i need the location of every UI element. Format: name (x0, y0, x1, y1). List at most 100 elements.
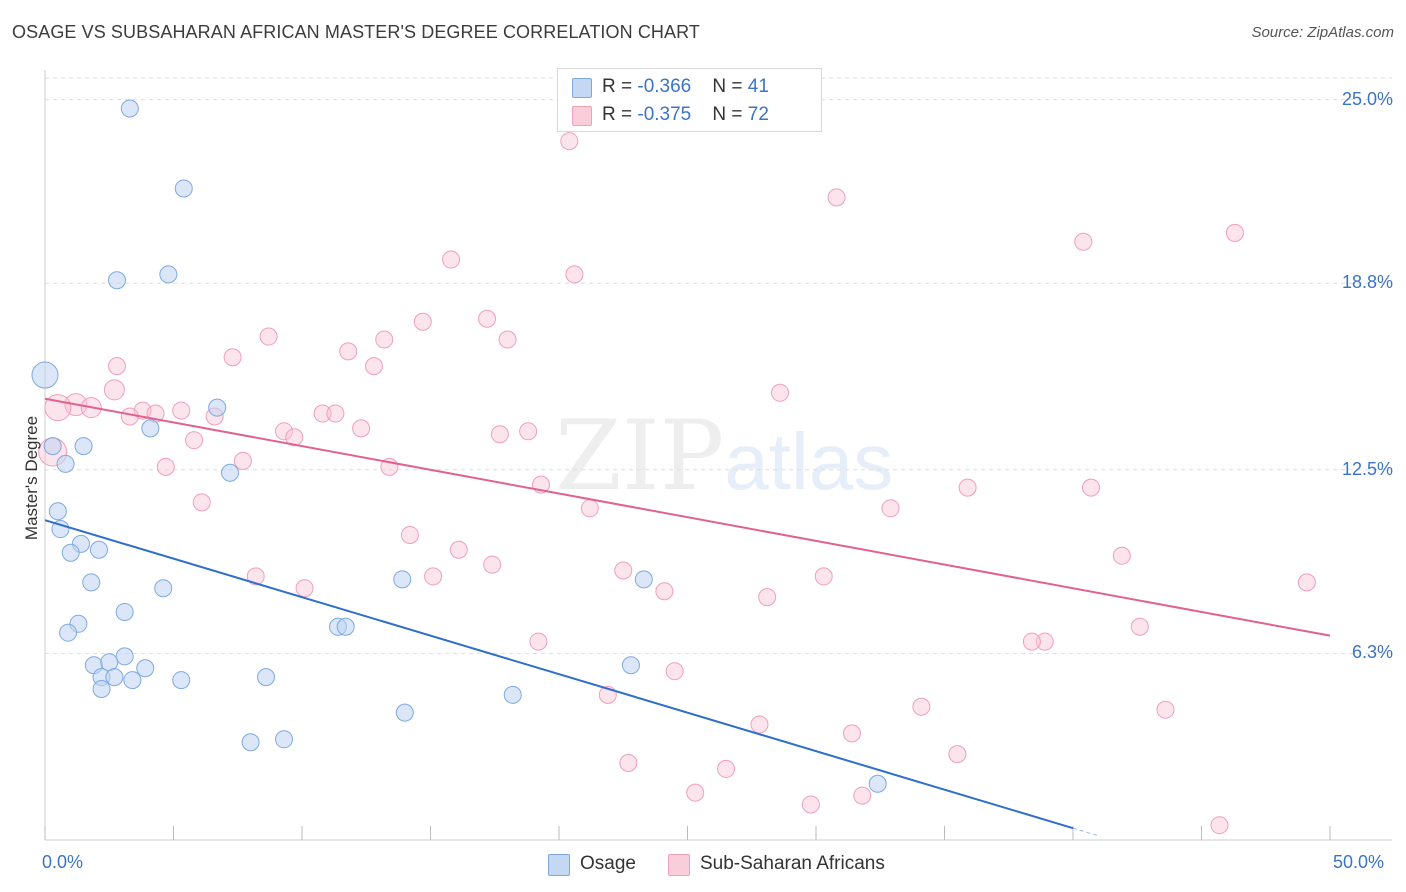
osage-point (43, 437, 62, 456)
ssa-point (313, 404, 332, 423)
x-tick-label-min: 0.0% (42, 852, 84, 872)
osage-point (115, 647, 134, 666)
ssa-point (655, 582, 674, 601)
ssa-point (326, 404, 345, 423)
ssa-point (881, 499, 900, 518)
osage-point (241, 733, 260, 752)
grid-lines (45, 77, 1392, 654)
ssa-point (285, 428, 304, 447)
osage-point (154, 579, 173, 598)
osage-point (221, 463, 240, 482)
stats-legend: R = -0.366 N = 41 R = -0.375 N = 72 (557, 68, 822, 132)
osage-legend-label: Osage (580, 853, 636, 874)
n-label: N = (712, 76, 748, 97)
ssa-point (483, 555, 502, 574)
osage-point (174, 179, 193, 198)
ssa-point (192, 493, 211, 512)
ssa-point (1074, 232, 1093, 251)
osage-point (51, 520, 70, 539)
ssa-point (259, 327, 278, 346)
ssa-point (1130, 617, 1149, 636)
ssa-point (375, 330, 394, 349)
osage-point (89, 540, 108, 559)
n-label: N = (712, 104, 748, 125)
ssa-point (958, 478, 977, 497)
ssa-point (1156, 700, 1175, 719)
y-axis-title: Master's Degree (2, 380, 62, 580)
ssa-point (44, 394, 72, 422)
ssa-point (1022, 632, 1041, 651)
ssa-legend-swatch (668, 854, 690, 876)
ssa-point (912, 697, 931, 716)
ssa-point (275, 422, 294, 441)
ssa-point (352, 419, 371, 438)
ssa-point (948, 745, 967, 764)
legend-row-ssa: R = -0.375 N = 72 (558, 101, 821, 129)
ssa-point (1210, 816, 1229, 835)
ssa-point (717, 759, 736, 778)
ssa-point (619, 754, 638, 772)
ssa-point (490, 425, 509, 444)
ssa-point (233, 451, 252, 470)
ssa-swatch (572, 106, 592, 126)
ssa-point (665, 662, 684, 681)
x-tick-label-max: 50.0% (1333, 852, 1385, 872)
ssa-point (103, 379, 125, 401)
osage-point (395, 703, 414, 722)
ssa-point (801, 795, 820, 814)
osage-point (275, 730, 294, 749)
ssa-point (223, 348, 242, 367)
r-label: R = (602, 76, 638, 97)
osage-point (115, 602, 134, 621)
source-label: Source: ZipAtlas.com (1251, 24, 1394, 41)
ssa-points (38, 132, 1316, 835)
ssa-point (519, 422, 538, 441)
osage-point (393, 570, 412, 589)
osage-point (141, 419, 160, 438)
osage-point (92, 679, 111, 698)
osage-point (503, 685, 522, 704)
osage-point (59, 623, 78, 642)
ssa-point (1297, 573, 1316, 592)
ssa-point (339, 342, 358, 361)
ssa-point (400, 525, 419, 544)
osage-point (257, 668, 276, 687)
osage-point (172, 671, 191, 690)
r-value: -0.375 (637, 104, 692, 125)
osage-point (868, 774, 887, 793)
ssa-point (750, 715, 769, 734)
osage-point (136, 659, 155, 678)
ssa-point (1112, 546, 1131, 565)
ssa-point (827, 188, 846, 207)
ssa-point (364, 357, 383, 376)
ssa-point (478, 309, 497, 328)
osage-trend-extension (1072, 827, 1099, 837)
n-value: 41 (747, 76, 769, 97)
legend-osage-text: R = -0.366 N = 41 (602, 76, 769, 98)
ssa-point (413, 312, 432, 331)
ssa-point (107, 357, 126, 376)
osage-point (82, 573, 101, 592)
ssa-point (565, 265, 584, 284)
osage-point (107, 271, 126, 290)
osage-point (336, 617, 355, 636)
trend-lines (44, 397, 1331, 837)
series-legend: Osage Sub-Saharan Africans (0, 852, 1406, 880)
y-axis-title-text: Master's Degree (22, 415, 41, 541)
ssa-point (614, 561, 633, 580)
osage-point (56, 454, 75, 473)
legend-row-osage: R = -0.366 N = 41 (558, 73, 821, 101)
osage-point (120, 99, 139, 118)
osage-point (48, 502, 67, 521)
ssa-point (120, 407, 139, 426)
watermark-atlas: atlas (724, 417, 894, 506)
ssa-point (498, 330, 517, 349)
n-value: 72 (747, 104, 769, 125)
y-tick-label: 12.5% (1341, 458, 1393, 479)
ssa-point (580, 499, 599, 518)
chart-title: OSAGE VS SUBSAHARAN AFRICAN MASTER'S DEG… (12, 22, 700, 42)
osage-point (159, 265, 178, 284)
ssa-point (449, 540, 468, 559)
r-label: R = (602, 104, 638, 125)
